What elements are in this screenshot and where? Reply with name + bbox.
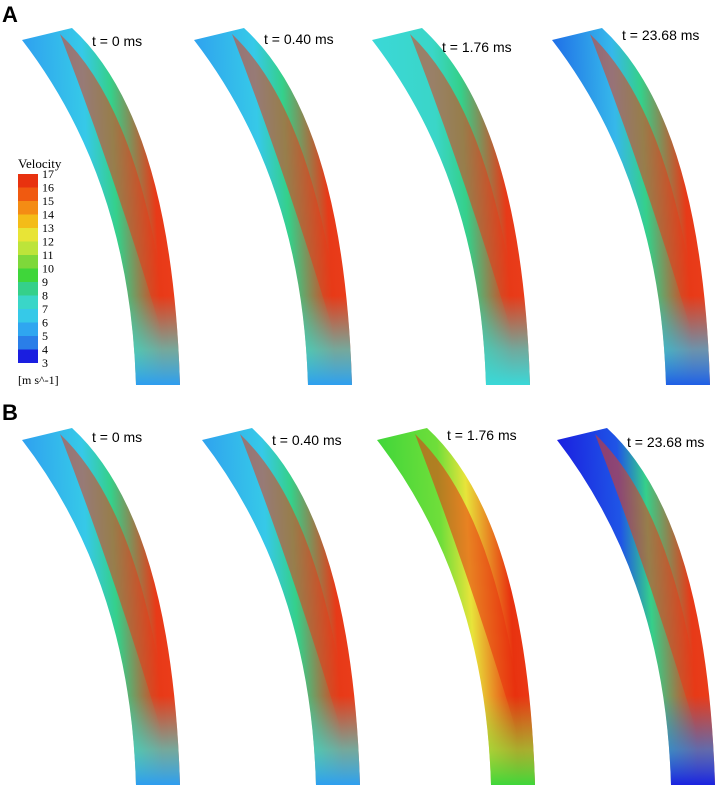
contour-frame-a-1: t = 0 ms [22, 28, 180, 385]
legend-swatch [18, 282, 38, 296]
time-label: t = 1.76 ms [447, 427, 517, 443]
legend-tick-label: 7 [42, 302, 48, 316]
legend-swatch [18, 187, 38, 201]
legend-tick-label: 10 [42, 262, 54, 276]
legend-tick-label: 6 [42, 316, 48, 330]
contour-frame-b-3: t = 1.76 ms [377, 427, 535, 785]
legend-tick-label: 14 [42, 208, 54, 222]
time-label: t = 0 ms [92, 33, 142, 49]
arc-base-fade [202, 428, 360, 785]
arc-base-fade [194, 28, 352, 385]
arc-base-fade [22, 428, 180, 785]
time-label: t = 0 ms [92, 429, 142, 445]
time-label: t = 0.40 ms [264, 31, 334, 47]
arc-base-fade [372, 28, 530, 385]
arc-base-fade [377, 428, 535, 785]
legend-swatch [18, 295, 38, 309]
legend-swatch [18, 214, 38, 228]
legend-tick-label: 4 [42, 343, 48, 357]
legend-swatch [18, 349, 38, 363]
time-label: t = 23.68 ms [627, 434, 704, 450]
legend-tick-label: 15 [42, 194, 54, 208]
legend-swatch [18, 174, 38, 188]
legend-swatch [18, 241, 38, 255]
legend-tick-label: 12 [42, 235, 54, 249]
legend-swatch [18, 309, 38, 323]
panel-a: t = 0 ms t = 0.40 ms t = 1.76 ms t = 23.… [22, 27, 710, 385]
legend-tick-label: 8 [42, 289, 48, 303]
legend-tick-label: 9 [42, 275, 48, 289]
legend-swatch [18, 268, 38, 282]
legend-swatch [18, 336, 38, 350]
contour-frame-b-2: t = 0.40 ms [202, 428, 360, 785]
legend-colorbar [18, 174, 38, 363]
contour-frame-a-2: t = 0.40 ms [194, 28, 352, 385]
time-label: t = 23.68 ms [622, 27, 699, 43]
panel-b: t = 0 ms t = 0.40 ms t = 1.76 ms t = 23.… [22, 427, 715, 785]
panel-label-b: B [2, 400, 18, 425]
legend-tick-label: 13 [42, 221, 54, 235]
legend-tick-label: 5 [42, 329, 48, 343]
arc-base-fade [552, 28, 710, 385]
panel-label-a: A [2, 2, 18, 27]
legend-tick-label: 16 [42, 181, 54, 195]
contour-frame-a-4: t = 23.68 ms [552, 27, 710, 385]
legend-title: Velocity [18, 156, 62, 171]
legend-tick-label: 3 [42, 356, 48, 370]
legend-swatch [18, 322, 38, 336]
legend-swatch [18, 255, 38, 269]
legend-tick-label: 11 [42, 248, 54, 262]
arc-base-fade [557, 428, 715, 785]
legend-swatch [18, 228, 38, 242]
arc-base-fade [22, 28, 180, 385]
legend-swatch [18, 201, 38, 215]
time-label: t = 1.76 ms [442, 39, 512, 55]
contour-frame-a-3: t = 1.76 ms [372, 28, 530, 385]
legend-tick-label: 17 [42, 167, 54, 181]
time-label: t = 0.40 ms [272, 432, 342, 448]
contour-frame-b-1: t = 0 ms [22, 428, 180, 785]
contour-frame-b-4: t = 23.68 ms [557, 428, 715, 785]
legend-unit: [m s^-1] [18, 373, 59, 387]
